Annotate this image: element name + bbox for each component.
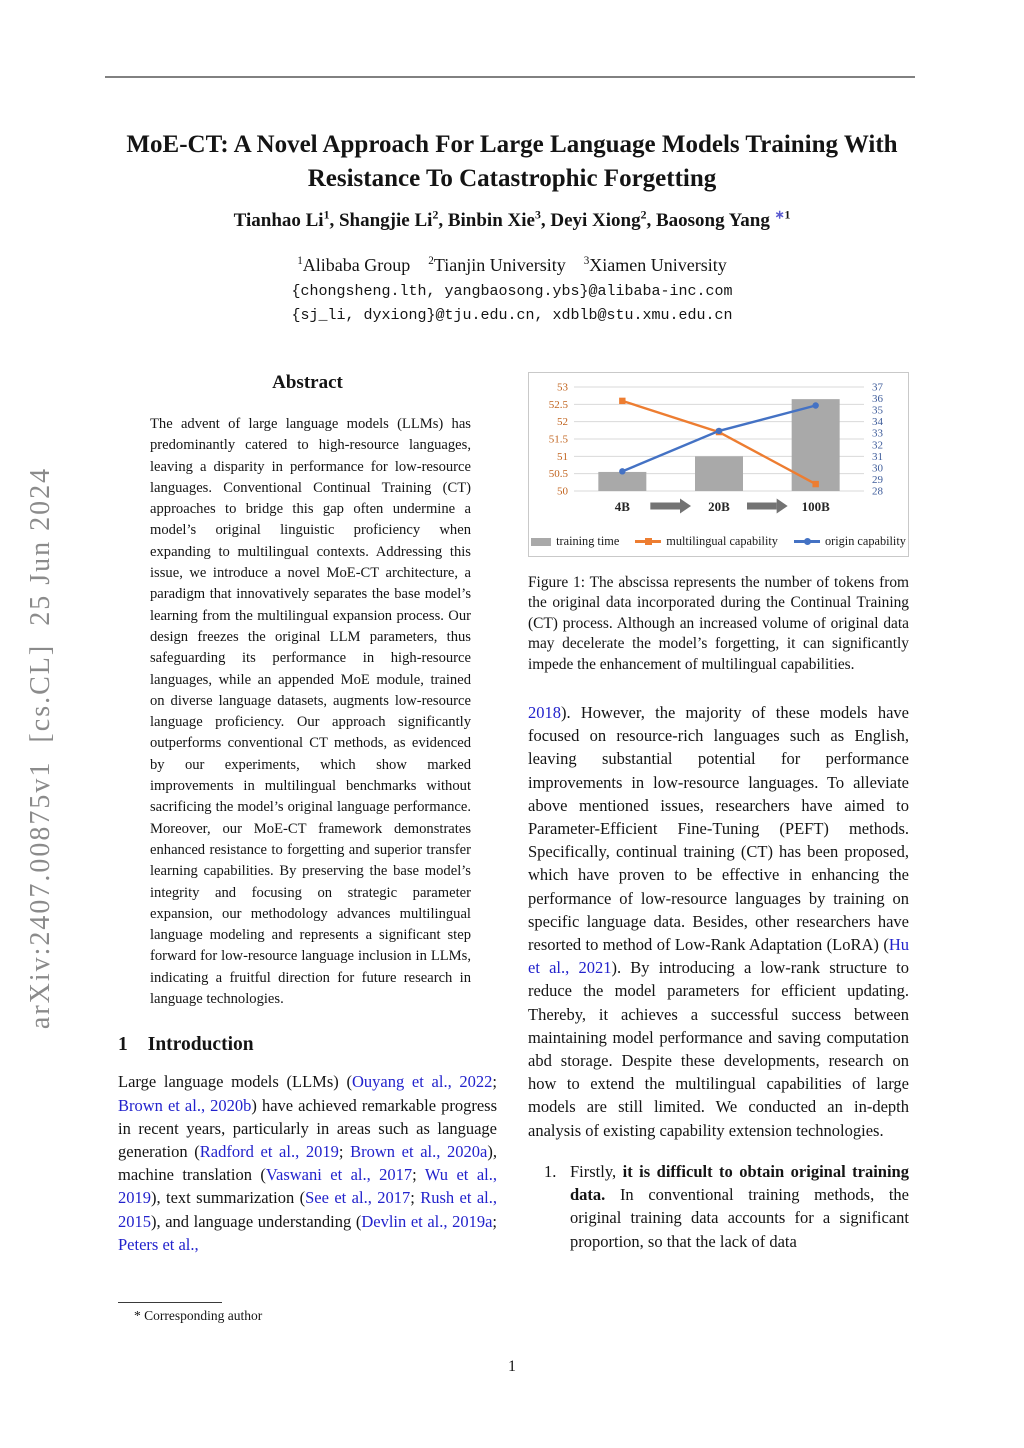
footnote-rule bbox=[118, 1302, 222, 1303]
citation-link[interactable]: Devlin et al., 2019a bbox=[361, 1211, 493, 1231]
svg-text:31: 31 bbox=[872, 451, 883, 463]
email-line-1: {chongsheng.lth, yangbaosong.ybs}@alibab… bbox=[291, 283, 733, 300]
citation-link[interactable]: Ouyang et al., 2022 bbox=[351, 1072, 493, 1092]
legend-item-multilingual-capability: multilingual capability bbox=[635, 534, 778, 549]
svg-text:51: 51 bbox=[557, 451, 568, 463]
list-item-number: 1. bbox=[544, 1161, 557, 1181]
page-number: 1 bbox=[508, 1358, 516, 1375]
paper-title-line1: MoE-CT: A Novel Approach For Large Langu… bbox=[126, 131, 898, 158]
legend-blue-line-swatch-icon bbox=[793, 537, 820, 545]
citation-link[interactable]: Radford et al., 2019 bbox=[199, 1141, 339, 1161]
svg-text:28: 28 bbox=[872, 486, 884, 498]
introduction-heading: 1 Introduction bbox=[118, 1034, 497, 1056]
citation-link[interactable]: Vaswani et al., 2017 bbox=[265, 1165, 413, 1185]
section-title: Introduction bbox=[147, 1034, 254, 1056]
svg-text:20B: 20B bbox=[708, 499, 730, 514]
svg-text:4B: 4B bbox=[614, 499, 630, 514]
square-marker-icon bbox=[645, 537, 653, 545]
svg-text:33: 33 bbox=[872, 428, 884, 440]
list-item-text: Firstly, it is difficult to obtain origi… bbox=[570, 1161, 909, 1251]
svg-text:52.5: 52.5 bbox=[548, 399, 568, 411]
email-line-2: {sj_li, dyxiong}@tju.edu.cn, xdblb@stu.x… bbox=[291, 307, 733, 324]
svg-text:34: 34 bbox=[872, 416, 884, 428]
affiliation-line: 1Alibaba Group 2Tianjin University 3Xiam… bbox=[297, 255, 727, 275]
author-line: Tianhao Li1, Shangjie Li2, Binbin Xie3, … bbox=[233, 208, 791, 231]
citation-link[interactable]: Hu et al., 2021 bbox=[528, 935, 909, 978]
citation-link[interactable]: Wu et al., 2019 bbox=[118, 1165, 497, 1208]
footnote-text: * Corresponding author bbox=[134, 1308, 263, 1323]
legend-item-training-time: training time bbox=[531, 534, 619, 549]
arxiv-watermark: arXiv:2407.00875v1 [cs.CL] 25 Jun 2024 bbox=[25, 466, 56, 1030]
citation-link[interactable]: Rush et al., 2015 bbox=[118, 1188, 497, 1231]
svg-text:36: 36 bbox=[872, 393, 884, 405]
legend-label: training time bbox=[556, 534, 620, 548]
abstract-paragraph: The advent of large language models (LLM… bbox=[150, 416, 471, 1008]
paper-title: MoE-CT: A Novel Approach For Large Langu… bbox=[112, 128, 912, 196]
circle-marker-icon bbox=[803, 537, 811, 545]
section-number: 1 bbox=[118, 1034, 128, 1056]
citation-link[interactable]: Brown et al., 2020b bbox=[118, 1095, 252, 1115]
legend-bar-swatch-icon bbox=[531, 537, 552, 546]
introduction-paragraph: Large language models (LLMs) (Ouyang et … bbox=[118, 1072, 498, 1254]
svg-text:37: 37 bbox=[872, 382, 884, 394]
body-paragraph: 2018). However, the majority of these mo… bbox=[528, 703, 909, 1140]
figure1-caption: Figure 1: The abscissa represents the nu… bbox=[528, 574, 909, 673]
svg-text:32: 32 bbox=[872, 439, 883, 451]
svg-text:29: 29 bbox=[872, 474, 884, 486]
svg-text:52: 52 bbox=[557, 416, 568, 428]
legend-label: origin capability bbox=[824, 534, 906, 548]
right-column: 50 50.5 51 51.5 52 52.5 53 28 29 30 31 32 33 34 35 36 37… bbox=[528, 372, 909, 1253]
svg-text:35: 35 bbox=[872, 405, 884, 417]
figure1-plot: 50 50.5 51 51.5 52 52.5 53 28293031323334353637… bbox=[548, 382, 884, 515]
citation-link[interactable]: See et al., 2017 bbox=[305, 1188, 411, 1208]
svg-text:50.5: 50.5 bbox=[548, 468, 568, 480]
legend-item-origin-capability: origin capability bbox=[793, 534, 906, 549]
list-item-1: 1. Firstly, it is difficult to obtain or… bbox=[528, 1160, 909, 1253]
svg-text:100B: 100B bbox=[801, 499, 830, 514]
citation-link[interactable]: 2018 bbox=[528, 703, 561, 723]
left-column: Abstract The advent of large language mo… bbox=[118, 372, 497, 1256]
figure1: 50 50.5 51 51.5 52 52.5 53 28 29 30 31 32 33 34 35 36 37… bbox=[528, 372, 909, 557]
abstract-heading: Abstract bbox=[272, 372, 343, 393]
citation-link[interactable]: Peters et al., bbox=[118, 1234, 199, 1254]
header-divider bbox=[105, 76, 915, 78]
svg-text:53: 53 bbox=[557, 382, 569, 394]
citation-link[interactable]: Brown et al., 2020a bbox=[350, 1141, 488, 1161]
paper-title-line2: Resistance To Catastrophic Forgetting bbox=[307, 165, 717, 192]
svg-text:50: 50 bbox=[557, 486, 569, 498]
legend-label: multilingual capability bbox=[666, 534, 778, 548]
legend-orange-line-swatch-icon bbox=[635, 537, 662, 545]
svg-text:30: 30 bbox=[872, 462, 884, 474]
svg-text:51.5: 51.5 bbox=[548, 434, 568, 446]
footnote: * Corresponding author bbox=[118, 1302, 497, 1324]
chart-legend: training time multilingual capability or… bbox=[529, 534, 908, 549]
